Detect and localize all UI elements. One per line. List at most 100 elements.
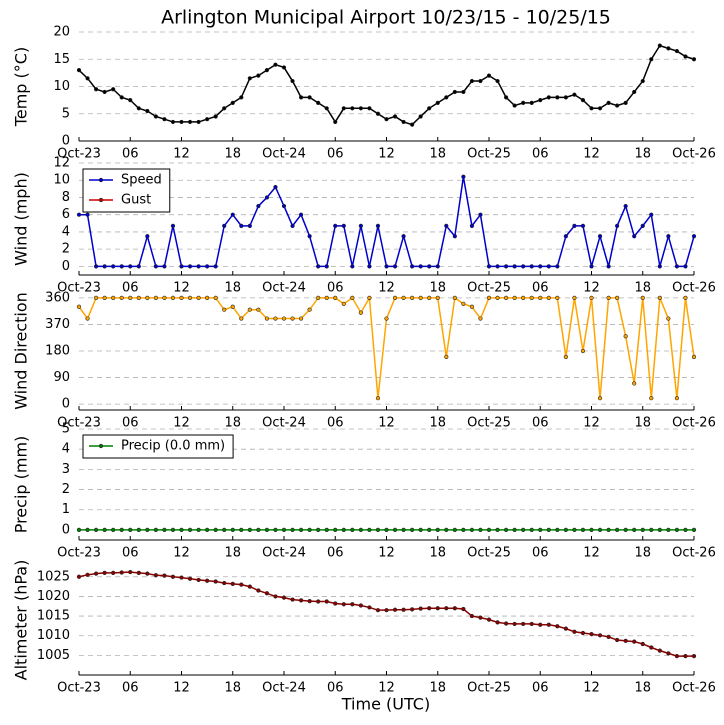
- data-point: [290, 316, 295, 321]
- data-point: [281, 203, 287, 209]
- data-point: [316, 295, 321, 301]
- y-tick-label: 0: [62, 522, 70, 537]
- data-point: [435, 527, 440, 533]
- data-point: [392, 114, 398, 119]
- y-tick-label: 2: [62, 242, 70, 257]
- y-tick-label: 6: [62, 207, 70, 222]
- data-point: [529, 295, 534, 301]
- data-point: [111, 87, 116, 92]
- data-point: [555, 527, 560, 533]
- data-point: [401, 234, 406, 239]
- data-point: [341, 223, 346, 228]
- data-point: [128, 264, 133, 269]
- y-axis-label: Altimeter (hPa): [12, 560, 31, 681]
- x-tick-label: 06: [532, 546, 549, 561]
- data-point: [170, 223, 176, 228]
- x-tick-label: Oct-25: [467, 546, 511, 561]
- data-point: [239, 316, 244, 321]
- y-tick-label: 90: [53, 370, 70, 385]
- data-point: [521, 621, 526, 627]
- data-point: [375, 527, 381, 533]
- data-point: [298, 527, 304, 533]
- x-axis-label: Time (UTC): [341, 695, 430, 714]
- data-point: [589, 264, 594, 269]
- data-point: [418, 606, 423, 611]
- data-point: [580, 223, 586, 228]
- x-tick-label: 12: [173, 416, 190, 431]
- data-point: [452, 234, 457, 239]
- x-tick-label: 12: [583, 546, 600, 561]
- data-point: [461, 89, 466, 95]
- x-tick-label: 06: [327, 416, 344, 431]
- data-point: [145, 571, 150, 576]
- data-point: [153, 264, 158, 269]
- data-point: [623, 203, 628, 209]
- data-point: [298, 95, 304, 100]
- data-point: [187, 576, 193, 581]
- data-point: [222, 223, 227, 228]
- data-point: [375, 396, 381, 401]
- data-point: [367, 295, 372, 301]
- data-point: [418, 295, 423, 301]
- data-point: [239, 95, 244, 100]
- data-point: [222, 307, 227, 312]
- x-tick-label: 12: [173, 681, 190, 696]
- data-point: [290, 597, 295, 602]
- data-point: [119, 295, 124, 301]
- data-point: [563, 234, 568, 239]
- y-tick-label: 12: [53, 156, 70, 171]
- data-point: [136, 295, 141, 301]
- y-tick-label: 180: [45, 344, 70, 359]
- data-point: [589, 106, 594, 111]
- data-point: [230, 581, 235, 586]
- data-point: [632, 89, 637, 95]
- data-point: [247, 584, 252, 589]
- data-point: [435, 295, 440, 301]
- data-point: [538, 622, 543, 627]
- data-point: [632, 527, 637, 533]
- data-point: [435, 100, 440, 105]
- data-point: [410, 607, 415, 612]
- data-point: [623, 638, 628, 643]
- data-point: [589, 295, 594, 301]
- data-point: [444, 527, 449, 533]
- data-point: [495, 78, 500, 84]
- data-point: [615, 637, 620, 643]
- data-point: [580, 630, 586, 636]
- legend: Speed Gust: [82, 168, 171, 213]
- data-point: [649, 57, 654, 62]
- y-tick-label: 0: [62, 134, 70, 149]
- data-point: [444, 95, 449, 100]
- data-point: [136, 106, 141, 111]
- x-tick-label: 06: [122, 147, 139, 162]
- data-point: [649, 527, 654, 533]
- y-tick-label: 360: [45, 290, 70, 305]
- data-point: [478, 615, 483, 620]
- y-axis-label: Wind (mph): [12, 172, 31, 266]
- data-point: [316, 527, 321, 533]
- x-tick-label: Oct-25: [467, 416, 511, 431]
- data-point: [93, 87, 99, 92]
- data-point: [273, 62, 278, 67]
- data-point: [384, 316, 389, 321]
- data-point: [247, 76, 252, 81]
- data-point: [145, 295, 150, 301]
- data-point: [264, 195, 270, 200]
- y-tick-label: 2: [62, 482, 70, 497]
- chart-title: Arlington Municipal Airport 10/23/15 - 1…: [161, 7, 611, 29]
- x-tick-label: 18: [224, 281, 241, 296]
- data-point: [486, 264, 492, 269]
- data-point: [529, 100, 534, 105]
- data-point: [392, 527, 398, 533]
- data-point: [145, 527, 150, 533]
- data-point: [153, 527, 158, 533]
- data-point: [264, 591, 270, 596]
- data-point: [375, 111, 381, 116]
- data-point: [93, 527, 99, 533]
- data-point: [666, 651, 671, 656]
- data-point: [435, 264, 440, 269]
- x-tick-label: Oct-24: [262, 147, 306, 162]
- data-point: [333, 601, 338, 606]
- data-point: [333, 223, 338, 228]
- data-point: [691, 57, 697, 62]
